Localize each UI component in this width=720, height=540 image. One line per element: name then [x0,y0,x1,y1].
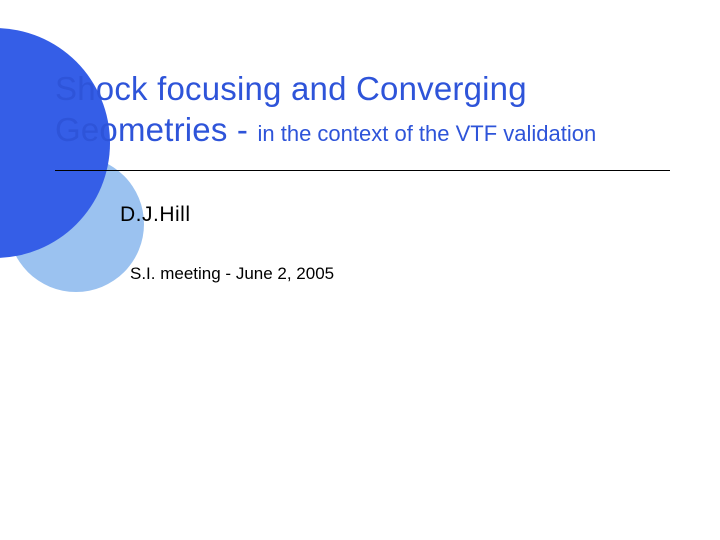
slide-title-sub: in the context of the VTF validation [258,121,597,146]
meeting-info: S.I. meeting - June 2, 2005 [130,264,334,284]
title-block: Shock focusing and Converging Geometries… [55,68,675,151]
title-divider [55,170,670,171]
author-name: D.J.Hill [120,203,191,227]
